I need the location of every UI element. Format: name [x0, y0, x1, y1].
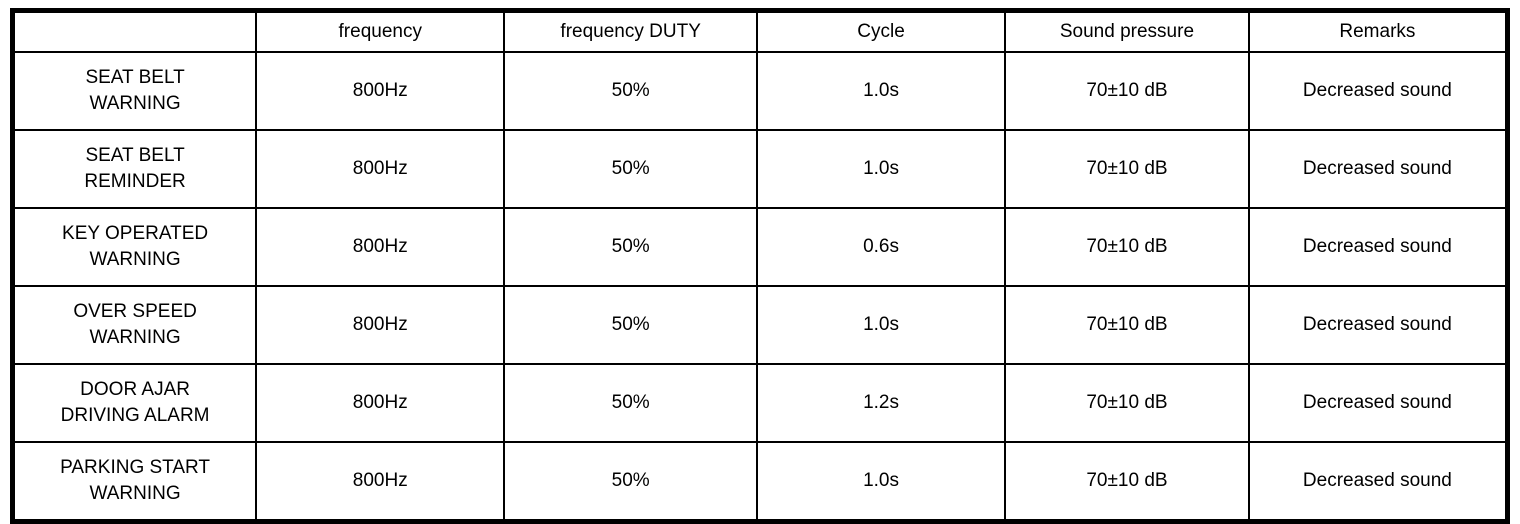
remarks-value: Decreased sound	[1247, 207, 1509, 287]
row-label: SEAT BELT WARNING	[11, 51, 258, 131]
remarks-value: Decreased sound	[1247, 441, 1509, 523]
cycle-value: 1.0s	[755, 285, 1007, 365]
row-label: OVER SPEED WARNING	[11, 285, 258, 365]
row-label: DOOR AJAR DRIVING ALARM	[11, 363, 258, 443]
frequency-value: 800Hz	[255, 441, 506, 523]
cycle-value: 0.6s	[755, 207, 1007, 287]
header-cell-frequency-duty: frequency DUTY	[503, 9, 758, 53]
sound-pressure-value: 70±10 dB	[1004, 441, 1250, 523]
sound-pressure-value: 70±10 dB	[1004, 129, 1250, 209]
cycle-value: 1.0s	[755, 51, 1007, 131]
header-cell-cycle: Cycle	[755, 9, 1007, 53]
remarks-value: Decreased sound	[1247, 51, 1509, 131]
duty-value: 50%	[503, 51, 758, 131]
header-row: frequency frequency DUTY Cycle Sound pre…	[11, 9, 1509, 53]
table-row-over-speed-warning: OVER SPEED WARNING 800Hz 50% 1.0s 70±10 …	[11, 285, 1509, 365]
header-cell-blank	[11, 9, 258, 53]
duty-value: 50%	[503, 207, 758, 287]
remarks-value: Decreased sound	[1247, 129, 1509, 209]
sound-pressure-value: 70±10 dB	[1004, 285, 1250, 365]
frequency-value: 800Hz	[255, 363, 506, 443]
header-cell-remarks: Remarks	[1247, 9, 1509, 53]
table-row-seat-belt-reminder: SEAT BELT REMINDER 800Hz 50% 1.0s 70±10 …	[11, 129, 1509, 209]
table-row-door-ajar-driving-alarm: DOOR AJAR DRIVING ALARM 800Hz 50% 1.2s 7…	[11, 363, 1509, 443]
row-label: SEAT BELT REMINDER	[11, 129, 258, 209]
remarks-value: Decreased sound	[1247, 285, 1509, 365]
duty-value: 50%	[503, 363, 758, 443]
sound-pressure-value: 70±10 dB	[1004, 363, 1250, 443]
header-cell-sound-pressure: Sound pressure	[1004, 9, 1250, 53]
remarks-value: Decreased sound	[1247, 363, 1509, 443]
cycle-value: 1.2s	[755, 363, 1007, 443]
table-row-key-operated-warning: KEY OPERATED WARNING 800Hz 50% 0.6s 70±1…	[11, 207, 1509, 287]
duty-value: 50%	[503, 285, 758, 365]
cycle-value: 1.0s	[755, 129, 1007, 209]
header-cell-frequency: frequency	[255, 9, 506, 53]
frequency-value: 800Hz	[255, 285, 506, 365]
buzzer-spec-table-container: frequency frequency DUTY Cycle Sound pre…	[10, 8, 1510, 524]
frequency-value: 800Hz	[255, 129, 506, 209]
row-label: PARKING START WARNING	[11, 441, 258, 523]
sound-pressure-value: 70±10 dB	[1004, 51, 1250, 131]
table-row-seat-belt-warning: SEAT BELT WARNING 800Hz 50% 1.0s 70±10 d…	[11, 51, 1509, 131]
buzzer-spec-table: frequency frequency DUTY Cycle Sound pre…	[10, 8, 1510, 524]
frequency-value: 800Hz	[255, 51, 506, 131]
duty-value: 50%	[503, 129, 758, 209]
row-label: KEY OPERATED WARNING	[11, 207, 258, 287]
frequency-value: 800Hz	[255, 207, 506, 287]
cycle-value: 1.0s	[755, 441, 1007, 523]
duty-value: 50%	[503, 441, 758, 523]
table-row-parking-start-warning: PARKING START WARNING 800Hz 50% 1.0s 70±…	[11, 441, 1509, 523]
sound-pressure-value: 70±10 dB	[1004, 207, 1250, 287]
